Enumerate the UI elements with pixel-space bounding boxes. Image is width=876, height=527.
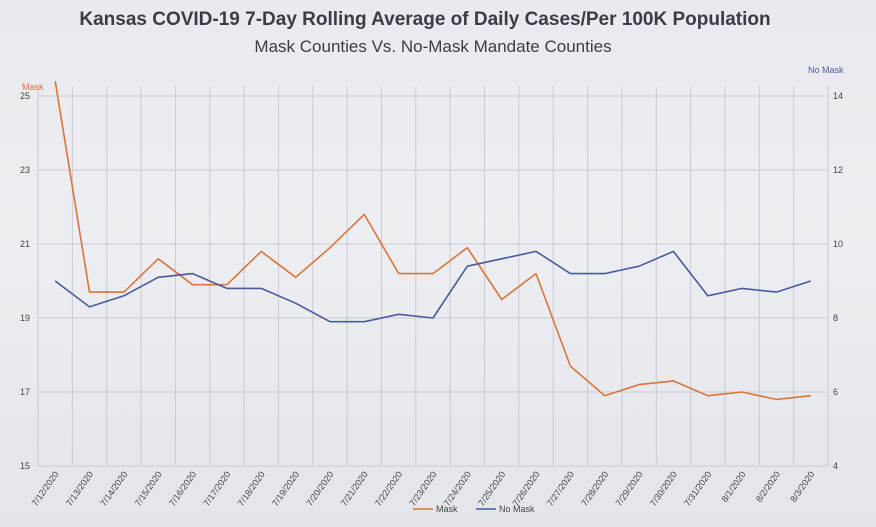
x-tick-label: 7/28/2020 [579,469,610,508]
left-tick-label: 19 [20,313,30,323]
legend-label-mask: Mask [436,504,458,514]
legend: Mask No Mask [413,504,535,514]
left-tick-label: 25 [20,91,30,101]
chart-title: Kansas COVID-19 7-Day Rolling Average of… [79,9,770,30]
x-tick-label: 7/17/2020 [201,469,232,508]
x-tick-label: 7/27/2020 [545,469,576,508]
left-axis-title: Mask [22,82,44,92]
left-tick-label: 15 [20,461,30,471]
x-tick-label: 7/23/2020 [407,469,438,508]
series-line-no-mask [54,250,812,323]
x-tick-label: 7/21/2020 [339,469,370,508]
x-tick-label: 7/24/2020 [442,469,473,508]
gridlines [37,86,829,467]
chart-subtitle: Mask Counties Vs. No-Mask Mandate Counti… [254,37,611,56]
left-tick-label: 17 [20,387,30,397]
right-tick-label: 6 [833,387,838,397]
x-tick-label: 7/22/2020 [373,469,404,508]
x-tick-label: 8/2/2020 [754,469,782,503]
x-tick-label: 7/19/2020 [270,469,301,508]
x-tick-label: 7/13/2020 [64,469,95,508]
right-tick-label: 10 [833,239,843,249]
x-tick-label: 7/18/2020 [236,469,267,508]
right-axis-ticks: 4 6 8 10 12 14 [833,91,843,471]
right-tick-label: 8 [833,313,838,323]
right-tick-label: 12 [833,165,843,175]
x-axis-ticks: 7/12/2020 7/13/2020 7/14/2020 7/15/2020 7/16… [30,469,817,508]
left-tick-label: 23 [20,165,30,175]
x-tick-label: 8/1/2020 [719,469,747,503]
right-axis-title: No Mask [808,65,844,75]
left-tick-label: 21 [20,239,30,249]
right-tick-label: 14 [833,91,843,101]
x-tick-label: 7/29/2020 [614,469,645,508]
right-tick-label: 4 [833,461,838,471]
series-line-mask [54,81,811,401]
x-tick-label: 7/26/2020 [511,469,542,508]
series [54,81,812,401]
x-tick-label: 7/25/2020 [476,469,507,508]
x-tick-label: 7/20/2020 [304,469,335,508]
legend-label-no-mask: No Mask [499,504,535,514]
x-tick-label: 7/14/2020 [98,469,129,508]
x-tick-label: 7/31/2020 [682,469,713,508]
x-tick-label: 7/30/2020 [648,469,679,508]
x-tick-label: 8/3/2020 [788,469,816,503]
x-tick-label: 7/15/2020 [133,469,164,508]
x-tick-label: 7/12/2020 [30,469,61,508]
x-tick-label: 7/16/2020 [167,469,198,508]
left-axis-ticks: 15 17 19 21 23 25 [20,91,30,471]
